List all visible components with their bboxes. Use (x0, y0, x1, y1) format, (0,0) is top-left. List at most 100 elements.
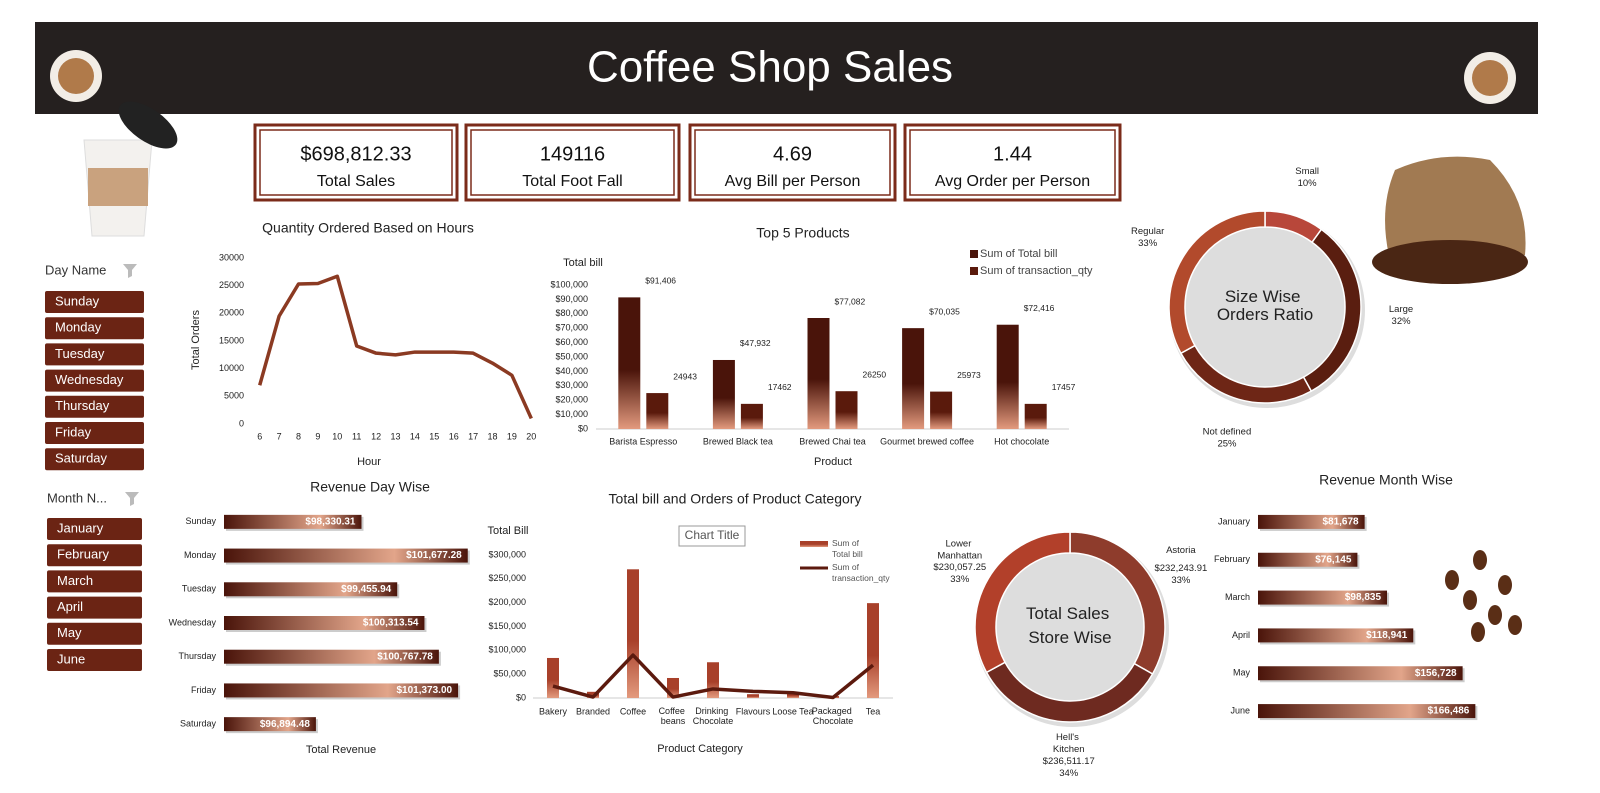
text-line: Manhattan (937, 550, 982, 561)
y-tick-label: $20,000 (555, 395, 588, 405)
slicer-item[interactable]: Friday (55, 424, 92, 439)
y-tick-label: March (1225, 592, 1250, 602)
bar (807, 318, 830, 429)
slicer-button[interactable] (47, 622, 142, 645)
slicer-button[interactable] (45, 317, 144, 340)
y-tick-label: $300,000 (488, 549, 526, 559)
y-tick-label: April (1232, 630, 1250, 640)
bar (1258, 704, 1476, 719)
data-label: $91,406 (645, 276, 676, 286)
bar (1024, 403, 1047, 429)
cup-sleeve (88, 168, 148, 206)
bar (627, 569, 639, 698)
legend-swatch (970, 250, 978, 258)
header-texture (35, 22, 1538, 114)
data-label: $118,941 (1366, 630, 1408, 641)
slicer-item[interactable]: March (57, 573, 93, 588)
slicer-item[interactable]: May (57, 625, 82, 640)
y-tick-label: 30000 (219, 252, 244, 262)
y-tick-label: $10,000 (555, 409, 588, 419)
slicer-item[interactable]: Monday (55, 320, 102, 335)
text-line: Coffee (659, 706, 688, 716)
slicer-button[interactable] (47, 570, 142, 593)
y-tick-label: $0 (516, 692, 526, 702)
x-tick-label: 13 (390, 431, 400, 441)
data-label: 26250 (863, 369, 887, 379)
bar (224, 582, 398, 597)
bar (707, 662, 719, 698)
bar (547, 657, 559, 698)
bar (747, 694, 759, 698)
x-tick-label: 12 (371, 431, 381, 441)
slicer-button[interactable] (47, 596, 142, 619)
y-tick-label: 5000 (224, 391, 244, 401)
clear-filter-icon (123, 264, 137, 278)
slicer-button[interactable] (45, 291, 144, 313)
bar (787, 692, 799, 698)
chart-title: Quantity Ordered Based on Hours (262, 220, 474, 236)
slicer-item[interactable]: Thursday (55, 398, 110, 413)
chart-title: Revenue Day Wise (310, 479, 430, 495)
bean (1445, 570, 1459, 590)
y-axis-label: Total Orders (190, 310, 202, 370)
y-tick-label: February (1214, 554, 1251, 564)
slicer-button[interactable] (47, 544, 142, 567)
cup-left-coffee (58, 58, 94, 94)
x-tick-label: 16 (449, 431, 459, 441)
slicer-button[interactable] (47, 649, 142, 671)
slicer-button[interactable] (45, 343, 144, 366)
slicer-button[interactable] (45, 395, 144, 418)
bar (224, 649, 439, 664)
data-label: $99,455.94 (341, 584, 391, 595)
kpi-label: Avg Order per Person (935, 173, 1090, 190)
kpi-value: $698,812.33 (300, 143, 411, 165)
slicer-item[interactable]: Saturday (55, 451, 108, 466)
slicer-item[interactable]: Tuesday (55, 346, 105, 361)
data-label: $101,677.28 (406, 550, 462, 561)
slicer-item[interactable]: June (57, 651, 85, 666)
x-tick-label: Brewed Black tea (703, 436, 773, 446)
data-label: 34% (1059, 768, 1079, 779)
legend-swatch (800, 541, 828, 547)
slice-label: Large (1389, 304, 1413, 315)
slicer-item[interactable]: Wednesday (55, 372, 124, 387)
slicer-item[interactable]: April (57, 599, 83, 614)
data-label: $98,330.31 (305, 516, 355, 527)
text-line: Orders Ratio (1217, 305, 1313, 324)
bar (712, 359, 735, 429)
x-tick-label: 6 (257, 431, 262, 441)
slicer-button[interactable] (45, 422, 144, 444)
text-line: Kitchen (1053, 744, 1085, 755)
bar (1258, 628, 1414, 643)
slicer-item[interactable]: Sunday (55, 293, 100, 308)
kpi-label: Total Foot Fall (522, 173, 622, 190)
bar (1258, 552, 1358, 567)
legend-swatch (970, 267, 978, 275)
y-tick-label: June (1230, 705, 1250, 715)
y-tick-label: Thursday (178, 651, 216, 661)
x-tick-label: Bakery (539, 706, 568, 716)
slicer-item[interactable]: January (57, 520, 104, 535)
x-tick-label: 7 (277, 431, 282, 441)
x-tick-label: Barista Espresso (609, 436, 677, 446)
data-label: $101,373.00 (396, 685, 452, 696)
text-line: beans (661, 716, 686, 726)
clear-filter-icon (125, 492, 139, 506)
bar (224, 548, 468, 563)
slicer-button[interactable] (45, 369, 144, 392)
kpi-card-inner (259, 129, 453, 196)
x-axis-label: Hour (357, 456, 381, 468)
y-tick-label: 25000 (219, 280, 244, 290)
y-axis-label: Total bill (563, 257, 603, 269)
legend-label: Sum of Total bill (832, 538, 863, 559)
y-tick-label: $150,000 (488, 621, 526, 631)
slicer-item[interactable]: February (57, 547, 110, 562)
legend-label: Sum of transaction_qty (832, 562, 890, 583)
y-tick-label: Wednesday (169, 617, 217, 627)
chart-title: Total Sales Store Wise (1026, 604, 1114, 647)
slicer-button[interactable] (47, 518, 142, 540)
kpi-label: Total Sales (317, 173, 395, 190)
slicer-button[interactable] (45, 448, 144, 471)
bar (224, 616, 425, 630)
